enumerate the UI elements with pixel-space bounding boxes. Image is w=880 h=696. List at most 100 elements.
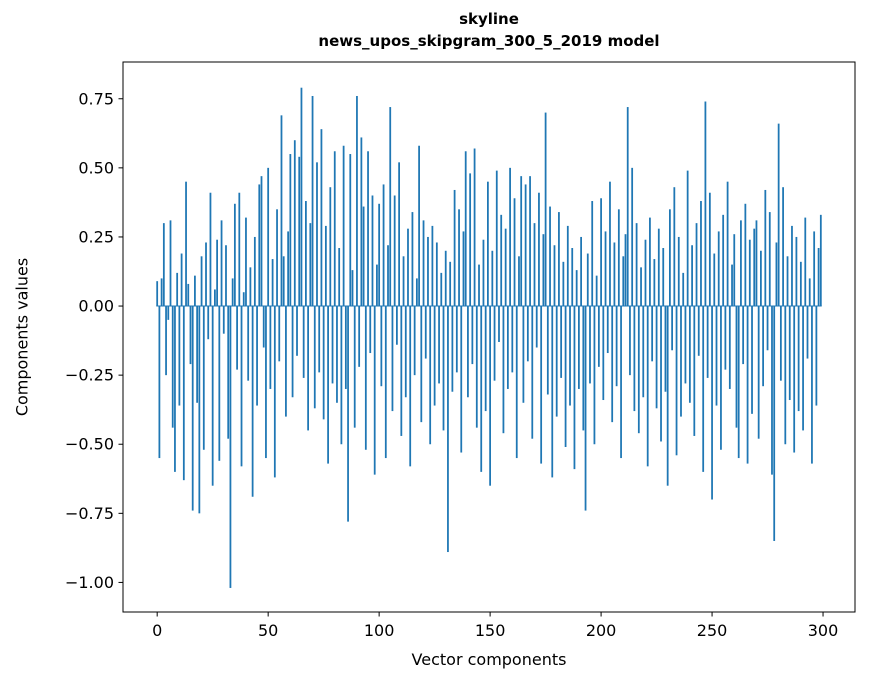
bar [191,306,194,511]
bar [367,151,369,307]
bar [491,250,494,307]
bar [768,212,771,307]
bar [742,306,745,365]
bar [469,173,472,307]
bar [258,184,261,307]
bar [174,306,176,472]
bar [777,123,780,307]
bar [591,201,594,307]
bar [227,306,230,439]
bar [629,306,631,376]
bar [760,250,762,307]
bar [753,228,756,307]
bar [322,306,325,420]
bar [733,234,736,307]
bar [389,107,392,307]
bar [566,225,569,307]
chart-title: skyline news_upos_skipgram_300_5_2019 mo… [123,8,855,52]
bar [529,176,531,307]
bar [240,306,243,467]
bar [593,306,596,445]
bar [688,306,691,403]
bar [402,256,405,307]
bar [706,306,709,378]
bar [540,306,543,464]
bar [569,306,571,406]
bar [575,270,578,307]
bar [427,236,429,307]
bar [555,306,558,417]
bar [684,306,687,384]
bar [431,225,434,307]
bar [804,217,807,307]
bar [231,278,234,307]
bar [757,306,760,439]
bar [726,181,729,307]
bar [200,256,203,307]
bar [651,306,654,362]
bar [595,275,598,307]
bar [178,306,181,406]
bar [617,209,620,307]
y-axis-label: Components values [12,257,32,417]
bar [291,306,294,398]
bar [817,248,820,307]
bar [182,306,185,481]
bar [376,264,378,307]
bar [775,242,778,307]
bar [655,306,658,409]
bar [247,306,250,381]
bar [584,306,587,511]
bar [680,306,682,417]
x-axis-label: Vector components [411,650,567,669]
bar [364,306,367,450]
bar [631,167,634,307]
plot-border [122,61,856,613]
bar [806,306,809,359]
bar [324,225,327,307]
bar [762,306,764,387]
bar [205,242,207,307]
bar [715,306,718,406]
bar [229,306,232,588]
bar [311,95,314,307]
y-tick-label: −0.75 [65,504,114,523]
bar [728,306,731,389]
bar [433,306,436,406]
bar [704,101,707,307]
bar [162,223,165,307]
bar [267,167,270,307]
bar [553,245,556,307]
bar [626,107,629,307]
bar [578,306,580,389]
bar [298,156,301,307]
bar [262,306,265,348]
bar [646,306,649,467]
bar [171,306,174,428]
bar [482,239,485,307]
bar [349,154,352,307]
bar [538,192,540,307]
bar [604,231,607,307]
bar [487,181,489,307]
bar [526,306,529,362]
y-tick-label: −1.00 [65,573,114,592]
x-tick-label: 150 [475,621,506,640]
bar [415,278,418,307]
bar [378,203,381,307]
bar [533,223,536,307]
bar [384,306,387,459]
bar [677,236,680,307]
bar [620,306,622,459]
bar [333,151,336,307]
bar [411,212,414,307]
bar [209,192,212,307]
bar [289,154,292,307]
bar [407,228,409,307]
bar [471,306,474,365]
bar [202,306,205,450]
bar [211,306,214,486]
bar [795,236,798,307]
y-tick-label: 0.00 [78,297,114,316]
bar [285,306,287,417]
